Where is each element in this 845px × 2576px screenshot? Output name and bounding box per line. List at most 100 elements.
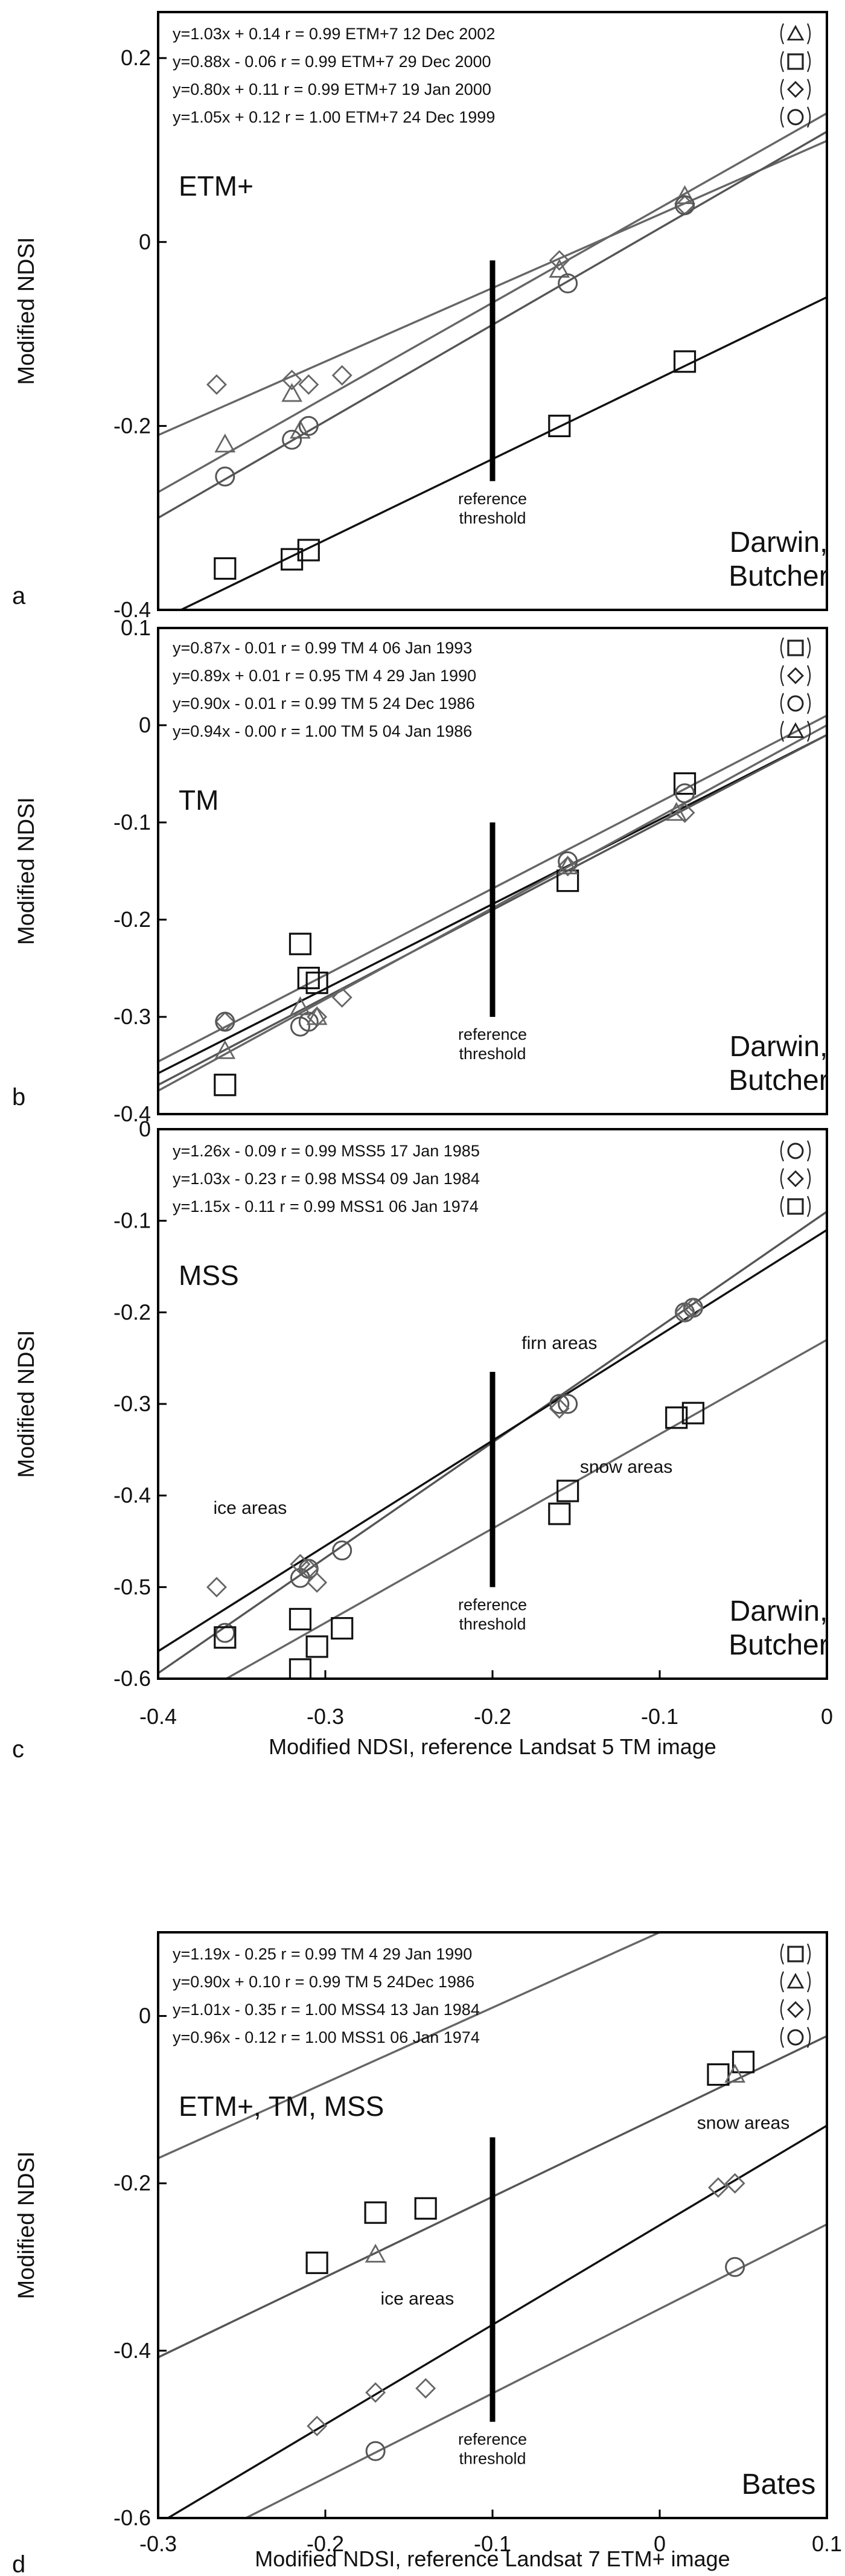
data-point-square [673,350,697,373]
area-annotation: ice areas [380,2289,454,2309]
data-point-triangle [549,258,570,278]
plot-frame [157,11,828,611]
data-point-triangle [281,383,302,402]
y-axis-label: Modified NDSI [14,1330,39,1478]
data-points [206,1297,705,1679]
y-tick-label: 0 [139,229,151,254]
data-point-diamond [549,1398,570,1419]
panel-label: b [12,1084,25,1110]
legend-entry: y=0.90x + 0.10 r = 0.99 TM 5 24Dec 1986 [173,1973,474,1991]
legend-paren-open [780,1140,785,1162]
y-tick-label: -0.2 [113,907,151,932]
legend-paren-close [806,51,811,72]
threshold-label: threshold [459,1045,526,1063]
legend-paren-open [780,2027,785,2048]
data-point-diamond [674,802,695,823]
y-axis-label: Modified NDSI [14,797,39,945]
legend-marker-diamond [787,81,804,98]
data-point-square [556,1479,579,1502]
x-tick-label: -0.1 [474,2531,511,2556]
legend-paren-open [780,693,785,714]
threshold-label: threshold [459,1615,526,1633]
y-tick-label: 0.2 [121,45,151,70]
x-axis-label: Modified NDSI, reference Landsat 5 TM im… [269,1734,716,1759]
data-point-circle [675,195,695,216]
site-label: Darwin, [730,1031,828,1063]
legend-paren-open [780,51,785,72]
data-points [206,185,697,580]
y-tick-label: -0.4 [113,1483,151,1508]
data-points [305,2051,755,2461]
area-annotation: firn areas [521,1333,597,1353]
legend-paren-open [780,78,785,100]
legend-marker-square [787,1198,804,1215]
data-point-diamond [549,250,570,271]
legend-entry: y=1.01x - 0.35 r = 1.00 MSS4 13 Jan 1984 [173,2001,480,2019]
y-tick-label: -0.2 [113,1299,151,1324]
legend-marker-circle [787,2029,804,2046]
legend-paren-close [806,2027,811,2048]
panel-label: c [12,1736,24,1763]
data-point-square [214,1626,237,1649]
data-points [214,772,697,1097]
data-point-square [289,1658,312,1679]
legend-marker-diamond [787,667,804,684]
legend-paren-open [780,637,785,659]
x-tick-label: -0.1 [641,1704,678,1729]
legend-paren-close [806,637,811,659]
data-point-diamond [298,1559,319,1579]
data-point-diamond [331,987,352,1008]
data-point-square [281,548,304,571]
regression-line-triangle [158,1932,663,2159]
dataset-label: TM [179,784,218,816]
data-point-circle [215,1011,235,1032]
data-point-diamond [674,1302,695,1323]
legend-paren-open [780,1999,785,2020]
legend-marker-square [787,639,804,656]
data-point-diamond [557,856,578,877]
data-point-triangle [674,185,695,205]
plot-frame [157,627,828,1115]
legend-entry: y=0.80x + 0.11 r = 0.99 ETM+7 19 Jan 200… [173,80,491,98]
data-point-diamond [331,365,352,386]
data-point-circle [282,429,302,450]
data-point-square [364,2201,387,2224]
legend-entry: y=1.26x - 0.09 r = 0.99 MSS5 17 Jan 1985 [173,1142,480,1160]
legend-paren-close [806,106,811,128]
panel-b: reference threshold 0.1 0 -0.1 -0.2 -0.3 -0.4 Mo… [12,615,829,1126]
y-tick-label: -0.6 [113,2505,151,2530]
legend-marker-diamond [787,2001,804,2018]
data-point-square [305,2251,328,2274]
legend-marker-square [787,1946,804,1962]
legend-marker-triangle [786,25,805,40]
site-label: Darwin, [730,1595,828,1627]
panel-c: reference threshold 0 -0.1 -0.2 -0.3 -0.4 -0.5 -… [12,1117,833,1763]
legend-paren-close [806,1999,811,2020]
data-point-square [289,932,312,955]
data-point-circle [215,1623,235,1643]
data-point-diamond [206,1577,227,1598]
data-point-circle [549,1394,570,1414]
legend-entry: y=1.19x - 0.25 r = 0.99 TM 4 29 Jan 1990 [173,1945,472,1963]
data-point-square [331,1616,354,1640]
panel-label: a [12,583,26,609]
legend-marker-triangle [786,722,805,738]
legend-paren-close [806,23,811,45]
legend-paren-close [806,1140,811,1162]
dataset-label: ETM+ [179,170,253,202]
data-point-circle [215,466,235,487]
data-point-circle [725,2257,745,2277]
data-point-diamond [707,2177,729,2198]
data-point-diamond [724,2173,745,2194]
data-point-square [214,1074,237,1097]
legend-marker-square [787,53,804,70]
data-point-diamond [415,2378,436,2399]
data-point-diamond [298,374,319,395]
area-annotation: ice areas [213,1498,287,1518]
legend-entry: y=0.94x - 0.00 r = 1.00 TM 5 04 Jan 1986 [173,722,472,740]
y-tick-label: -0.4 [113,597,151,622]
legend-entry: y=0.90x - 0.01 r = 0.99 TM 5 24 Dec 1986 [173,694,475,713]
legend-paren-open [780,1168,785,1190]
legend-paren-open [780,665,785,687]
